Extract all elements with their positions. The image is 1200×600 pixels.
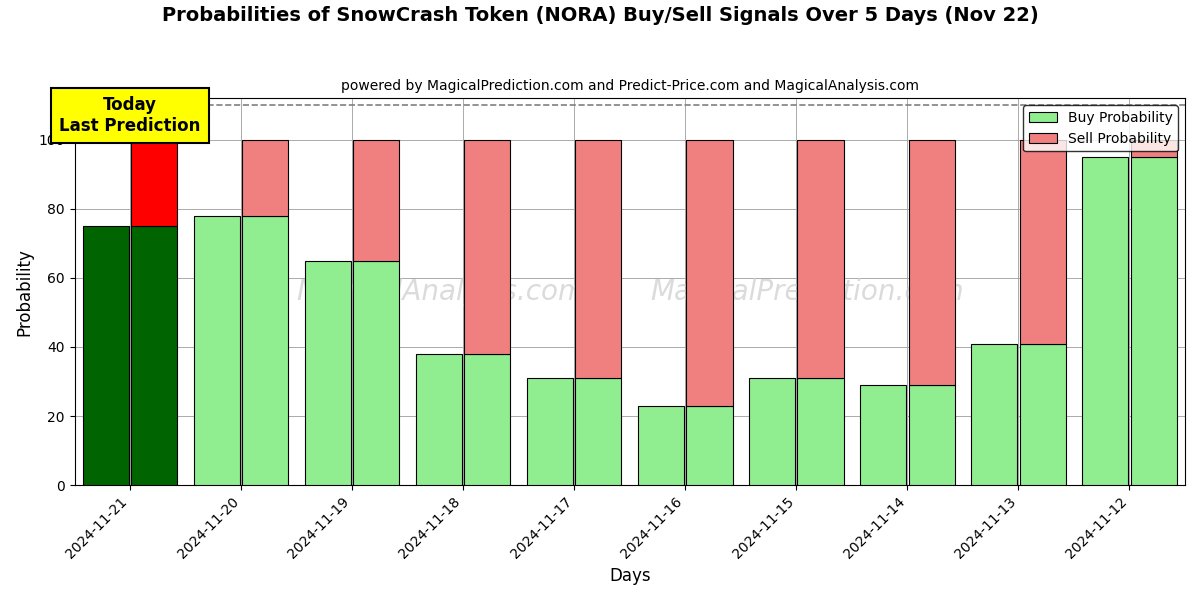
Bar xyxy=(242,216,288,485)
Bar xyxy=(686,140,732,406)
X-axis label: Days: Days xyxy=(610,567,650,585)
Bar xyxy=(686,406,732,485)
Bar xyxy=(576,378,622,485)
Bar xyxy=(1020,140,1066,344)
Bar xyxy=(131,226,178,485)
Title: powered by MagicalPrediction.com and Predict-Price.com and MagicalAnalysis.com: powered by MagicalPrediction.com and Pre… xyxy=(341,79,919,93)
Bar xyxy=(798,378,844,485)
Bar xyxy=(305,260,352,485)
Text: MagicalAnalysis.com: MagicalAnalysis.com xyxy=(296,278,586,306)
Bar xyxy=(1082,157,1128,485)
Bar xyxy=(416,354,462,485)
Bar xyxy=(1130,157,1177,485)
Bar xyxy=(242,140,288,216)
Bar xyxy=(1130,140,1177,157)
Bar xyxy=(860,385,906,485)
Bar xyxy=(576,140,622,378)
Bar xyxy=(798,140,844,378)
Text: Today
Last Prediction: Today Last Prediction xyxy=(60,96,200,135)
Text: MagicalPrediction.com: MagicalPrediction.com xyxy=(650,278,965,306)
Bar xyxy=(83,226,130,485)
Bar xyxy=(464,140,510,354)
Bar xyxy=(527,378,574,485)
Bar xyxy=(749,378,796,485)
Bar xyxy=(353,140,400,260)
Bar xyxy=(908,140,955,385)
Bar xyxy=(1020,344,1066,485)
Legend: Buy Probability, Sell Probability: Buy Probability, Sell Probability xyxy=(1024,105,1178,151)
Bar xyxy=(908,385,955,485)
Bar xyxy=(971,344,1018,485)
Bar xyxy=(464,354,510,485)
Text: Probabilities of SnowCrash Token (NORA) Buy/Sell Signals Over 5 Days (Nov 22): Probabilities of SnowCrash Token (NORA) … xyxy=(162,6,1038,25)
Y-axis label: Probability: Probability xyxy=(16,248,34,335)
Bar xyxy=(638,406,684,485)
Bar xyxy=(194,216,240,485)
Bar xyxy=(353,260,400,485)
Bar xyxy=(131,140,178,226)
